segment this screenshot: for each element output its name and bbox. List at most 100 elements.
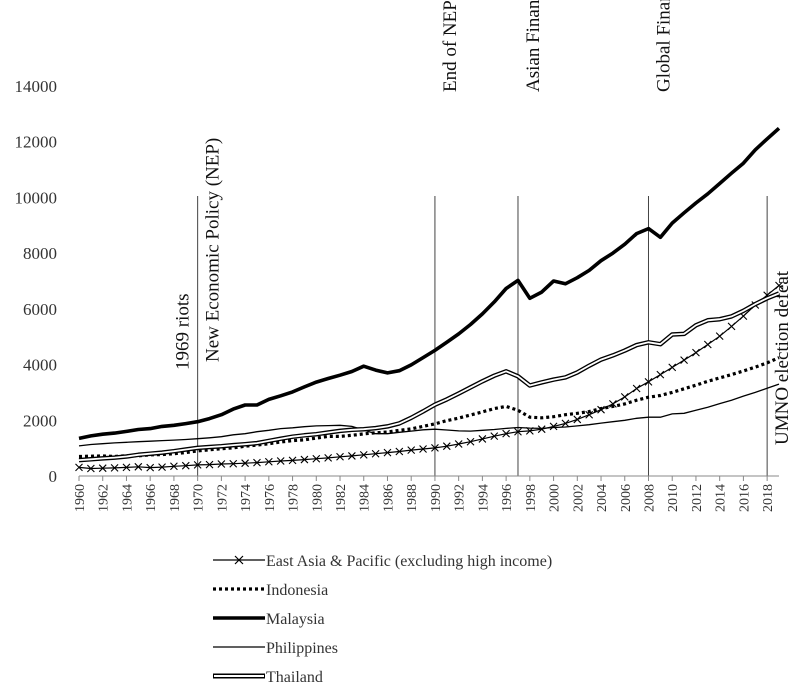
x-tick-label: 1968 xyxy=(168,484,183,512)
legend-item: East Asia & Pacific (excluding high inco… xyxy=(213,553,552,570)
x-tick-label: 2012 xyxy=(690,484,705,512)
series-point xyxy=(775,281,783,290)
series-point xyxy=(359,450,368,459)
event-label: Asian Financial Crisis xyxy=(523,0,544,92)
x-tick-label: 1964 xyxy=(120,484,135,512)
x-axis-ticks: 1960 1962 1964 1966 1968 1970 1972 1974 1976 1978… xyxy=(73,476,776,512)
series-point xyxy=(241,459,249,468)
series-point xyxy=(134,462,143,471)
series-point xyxy=(537,425,546,434)
event-label: New Economic Policy (NEP) xyxy=(203,138,224,362)
series-point xyxy=(229,459,238,468)
series-line xyxy=(78,285,780,470)
y-tick-label: 10000 xyxy=(15,188,58,207)
legend-label: Indonesia xyxy=(266,582,328,599)
event-label: UMNO election defeat xyxy=(772,270,793,445)
series-point xyxy=(431,443,439,452)
series-point xyxy=(122,463,131,472)
series-point xyxy=(680,356,688,365)
series-thick xyxy=(78,126,781,441)
series-thin xyxy=(78,383,780,447)
y-tick-label: 4000 xyxy=(23,356,57,375)
y-axis-ticks: 0 2000 4000 6000 8000 10000 12000 14000 xyxy=(15,77,58,486)
x-tick-label: 2002 xyxy=(571,484,586,512)
series-point xyxy=(98,464,107,473)
series-point xyxy=(549,422,558,431)
series-point xyxy=(478,435,487,443)
series-point xyxy=(86,464,95,473)
y-tick-label: 14000 xyxy=(15,77,58,96)
series-point xyxy=(454,440,463,448)
series-point xyxy=(585,410,594,419)
x-tick-label: 1966 xyxy=(144,484,159,512)
series-point xyxy=(253,458,261,467)
x-tick-label: 2006 xyxy=(619,484,634,512)
series-point xyxy=(620,392,629,401)
series-point xyxy=(514,427,522,436)
series-point xyxy=(609,399,617,408)
series-point xyxy=(146,463,155,472)
x-tick-label: 2018 xyxy=(761,484,776,512)
series-point xyxy=(193,460,202,469)
x-tick-label: 2000 xyxy=(548,484,563,512)
x-tick-label: 1980 xyxy=(310,484,325,512)
x-tick-label: 1996 xyxy=(500,484,515,512)
legend-marker xyxy=(234,555,244,565)
legend-label: Thailand xyxy=(266,669,323,686)
series-point xyxy=(502,429,511,438)
x-tick-label: 1992 xyxy=(453,484,468,512)
series-point xyxy=(525,426,534,435)
legend: East Asia & Pacific (excluding high inco… xyxy=(213,553,552,686)
series-cross xyxy=(75,281,783,473)
series-point xyxy=(715,332,724,341)
series-lines xyxy=(75,126,783,473)
event-label: 1969 riots xyxy=(173,293,194,370)
series-point xyxy=(632,384,641,393)
x-tick-label: 1990 xyxy=(429,484,444,512)
series-point xyxy=(158,463,166,471)
y-tick-label: 2000 xyxy=(23,411,57,430)
legend-item: Thailand xyxy=(213,669,323,686)
series-point xyxy=(668,363,677,372)
series-point xyxy=(324,454,333,462)
y-tick-label: 0 xyxy=(49,467,58,486)
series-point xyxy=(383,448,392,457)
y-tick-label: 8000 xyxy=(23,244,57,263)
series-point xyxy=(170,462,178,471)
series-point xyxy=(442,442,451,451)
series-point xyxy=(466,437,475,446)
x-tick-label: 1972 xyxy=(215,484,230,512)
x-tick-label: 2016 xyxy=(737,484,752,512)
x-tick-label: 1986 xyxy=(381,484,396,512)
legend-item: Malaysia xyxy=(213,611,325,628)
series-point xyxy=(419,445,427,453)
y-tick-label: 6000 xyxy=(23,300,57,319)
x-tick-label: 1960 xyxy=(73,484,88,512)
series-point xyxy=(312,454,321,463)
series-point xyxy=(336,452,344,461)
x-tick-label: 1982 xyxy=(334,484,349,512)
series-point xyxy=(75,463,83,472)
x-tick-label: 2004 xyxy=(595,484,610,512)
x-tick-label: 2014 xyxy=(714,484,729,512)
series-point xyxy=(110,464,119,472)
x-tick-label: 1998 xyxy=(524,484,539,512)
x-tick-label: 1970 xyxy=(192,484,207,512)
x-tick-label: 1988 xyxy=(405,484,420,512)
series-point xyxy=(288,456,297,465)
series-point xyxy=(300,455,309,464)
series-line xyxy=(78,126,781,441)
series-point xyxy=(597,405,605,414)
x-tick-label: 2008 xyxy=(642,484,657,512)
series-point xyxy=(217,460,226,468)
series-point xyxy=(181,461,190,470)
series-line-inner xyxy=(78,292,780,461)
series-point xyxy=(407,446,416,454)
series-point xyxy=(727,322,736,331)
x-tick-label: 1976 xyxy=(263,484,278,512)
event-markers: 1969 riots New Economic Policy (NEP) End o… xyxy=(173,0,793,476)
series-point xyxy=(561,419,570,428)
series-line xyxy=(78,383,780,447)
x-tick-label: 1974 xyxy=(239,484,254,512)
